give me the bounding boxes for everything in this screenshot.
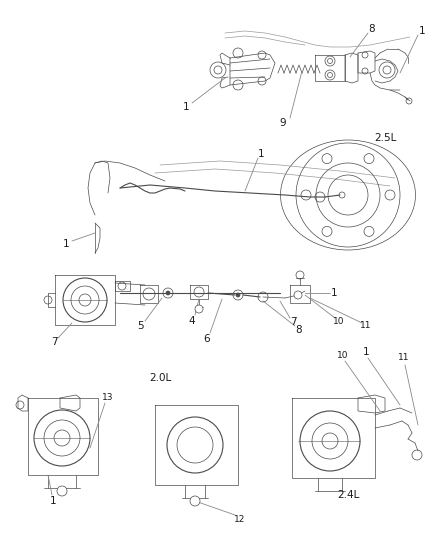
Text: 2.0L: 2.0L: [148, 373, 171, 383]
Text: 7: 7: [50, 337, 57, 347]
Text: 11: 11: [360, 321, 371, 330]
Circle shape: [166, 291, 170, 295]
Circle shape: [190, 496, 200, 506]
Text: 8: 8: [368, 24, 374, 34]
Text: 1: 1: [418, 26, 424, 36]
Text: 11: 11: [397, 353, 409, 362]
Text: 5: 5: [138, 321, 144, 331]
Text: 8: 8: [295, 325, 302, 335]
Text: 2.4L: 2.4L: [336, 490, 358, 500]
Text: 6: 6: [203, 334, 210, 344]
Text: 1: 1: [182, 102, 189, 112]
Circle shape: [236, 293, 240, 297]
Text: 10: 10: [336, 351, 348, 359]
Text: 10: 10: [332, 318, 344, 327]
Circle shape: [293, 291, 301, 299]
Text: 12: 12: [234, 514, 245, 523]
Text: 7: 7: [289, 317, 296, 327]
Text: 1: 1: [362, 347, 368, 357]
Text: 1: 1: [257, 149, 264, 159]
Circle shape: [194, 305, 202, 313]
Text: 1: 1: [63, 239, 69, 249]
Text: 9: 9: [279, 118, 286, 128]
Text: 13: 13: [102, 393, 113, 402]
Text: 1: 1: [49, 496, 56, 506]
Text: 4: 4: [188, 316, 195, 326]
Circle shape: [57, 486, 67, 496]
Text: 2.5L: 2.5L: [373, 133, 395, 143]
Text: 1: 1: [330, 288, 336, 298]
